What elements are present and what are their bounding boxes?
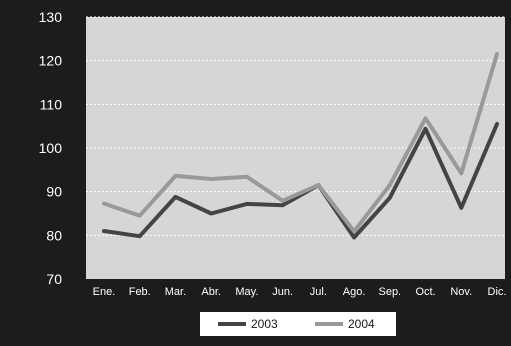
y-tick-label: 80 [46, 227, 62, 243]
data-point-2004 [209, 177, 213, 181]
x-tick-label: Abr. [201, 286, 221, 298]
data-point-2003 [459, 206, 463, 210]
data-point-2003 [388, 196, 392, 200]
y-tick-label: 120 [39, 53, 63, 69]
x-axis-ticks: Ene. Feb. Mar. Abr. May. Jun. Jul. Ago. Sep. Oct.… [93, 286, 507, 298]
data-point-2003 [102, 229, 106, 233]
x-tick-label: Sep. [378, 286, 401, 298]
data-point-2003 [173, 195, 178, 199]
data-point-2004 [245, 175, 249, 179]
data-point-2003 [423, 127, 428, 131]
y-tick-label: 90 [46, 184, 62, 200]
legend-label-2003: 2003 [251, 317, 278, 331]
y-tick-label: 100 [39, 140, 63, 156]
y-axis-ticks: 70 80 90 100 110 120 130 [39, 9, 63, 287]
series-line-2003 [102, 122, 499, 240]
data-point-2004 [316, 183, 320, 187]
data-point-2004 [281, 199, 285, 203]
data-point-2004 [388, 183, 392, 187]
data-point-2004 [459, 171, 463, 175]
x-tick-label: Ago. [343, 286, 366, 298]
data-point-2004 [102, 201, 106, 206]
data-point-2003 [138, 234, 142, 238]
x-tick-label: Ene. [93, 286, 116, 298]
data-point-2004 [138, 214, 142, 218]
x-tick-label: Nov. [450, 286, 472, 298]
data-point-2003 [281, 203, 285, 207]
data-point-2003 [495, 122, 499, 126]
data-point-2004 [173, 174, 178, 178]
x-tick-label: Oct. [415, 286, 435, 298]
y-tick-label: 130 [39, 9, 63, 25]
series-line-2004 [102, 52, 499, 234]
y-tick-label: 110 [40, 96, 63, 112]
x-tick-label: Feb. [129, 286, 151, 298]
data-point-2004 [495, 52, 499, 56]
y-tick-label: 70 [46, 271, 62, 287]
x-tick-label: May. [235, 286, 258, 298]
x-tick-label: Mar. [165, 286, 186, 298]
data-point-2003 [245, 202, 249, 206]
x-tick-label: Jun. [272, 286, 293, 298]
data-point-2003 [209, 211, 213, 216]
x-tick-label: Jul. [310, 286, 327, 298]
data-point-2004 [423, 116, 428, 120]
x-tick-label: Dic. [488, 286, 507, 298]
legend-label-2004: 2004 [348, 317, 375, 331]
series-lines [102, 52, 499, 240]
data-point-2004 [352, 229, 356, 234]
data-point-2003 [352, 235, 356, 240]
legend: 2003 2004 [200, 312, 396, 336]
